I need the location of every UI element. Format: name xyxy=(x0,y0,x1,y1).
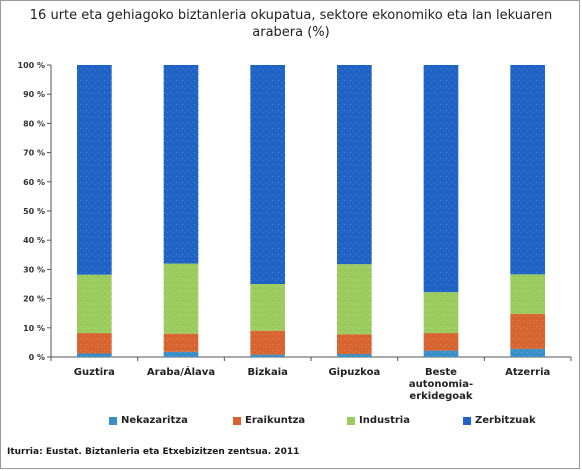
bar-nekazaritza-4 xyxy=(423,350,459,357)
bar-zerbitzuak-1 xyxy=(163,65,199,264)
bar-nekazaritza-3 xyxy=(337,354,372,357)
y-tick-label: 100 % xyxy=(18,61,46,70)
x-tick-label: Bizkaia xyxy=(247,367,287,378)
bar-industria-5 xyxy=(510,274,545,314)
x-tick-label: Atzerria xyxy=(505,367,550,378)
legend-item-zerbitzuak: Zerbitzuak xyxy=(463,415,536,426)
legend-item-eraikuntza: Eraikuntza xyxy=(233,415,305,426)
legend-label: Industria xyxy=(359,415,410,426)
bar-eraikuntza-0 xyxy=(77,333,112,354)
chart-title: 16 urte eta gehiagoko biztanleria okupat… xyxy=(1,7,581,41)
bar-eraikuntza-4 xyxy=(423,333,459,351)
x-tick-label: Araba/Álava xyxy=(147,365,215,378)
bar-industria-3 xyxy=(337,264,372,335)
bar-industria-4 xyxy=(423,292,459,334)
y-tick-label: 20 % xyxy=(23,295,45,304)
bar-zerbitzuak-5 xyxy=(510,65,545,275)
bar-nekazaritza-5 xyxy=(510,348,545,357)
bar-zerbitzuak-2 xyxy=(250,65,285,284)
legend-swatch xyxy=(347,416,355,425)
source-note: Iturria: Eustat. Biztanleria eta Etxebiz… xyxy=(7,447,300,457)
legend-item-industria: Industria xyxy=(347,415,410,426)
y-tick-label: 30 % xyxy=(23,265,45,274)
bar-zerbitzuak-0 xyxy=(77,65,112,275)
legend-label: Eraikuntza xyxy=(245,415,306,426)
x-tick-label: Beste xyxy=(425,367,457,378)
legend-swatch xyxy=(233,416,241,425)
bar-zerbitzuak-3 xyxy=(337,65,372,265)
bar-eraikuntza-3 xyxy=(337,334,372,355)
x-tick-label: erkidegoak xyxy=(409,391,473,402)
legend-label: Nekazaritza xyxy=(121,415,188,426)
bar-nekazaritza-1 xyxy=(163,351,199,357)
y-tick-label: 80 % xyxy=(23,119,45,128)
legend-swatch xyxy=(463,416,471,425)
chart-legend: Nekazaritza Eraikuntza Industria Zerbitzuak xyxy=(1,415,581,431)
y-tick-label: 50 % xyxy=(23,207,45,216)
x-tick-label: Gipuzkoa xyxy=(328,367,380,378)
y-tick-label: 0 % xyxy=(29,353,45,362)
stacked-bar-chart: 0 % 10 % 20 % 30 % 40 % 50 % 60 % 70 % 80 % 90 % 1… xyxy=(18,61,572,402)
bar-industria-2 xyxy=(250,284,285,331)
bar-nekazaritza-0 xyxy=(77,353,112,357)
legend-label: Zerbitzuak xyxy=(475,415,536,426)
x-tick-label: Guztira xyxy=(74,367,115,378)
y-tick-label: 90 % xyxy=(23,90,45,99)
bar-nekazaritza-2 xyxy=(250,354,285,357)
chart-title-line-1: 16 urte eta gehiagoko biztanleria okupat… xyxy=(29,8,553,23)
y-tick-label: 70 % xyxy=(23,149,45,158)
y-tick-label: 40 % xyxy=(23,236,45,245)
legend-swatch xyxy=(109,416,117,425)
bar-industria-0 xyxy=(77,274,112,334)
x-tick-label: autonomia- xyxy=(409,379,473,390)
bar-eraikuntza-5 xyxy=(510,313,545,349)
y-tick-label: 10 % xyxy=(23,324,45,333)
y-tick-label: 60 % xyxy=(23,178,45,187)
legend-item-nekazaritza: Nekazaritza xyxy=(109,415,188,426)
bar-zerbitzuak-4 xyxy=(423,65,459,293)
bar-eraikuntza-2 xyxy=(250,330,285,355)
bar-industria-1 xyxy=(163,263,199,334)
chart-title-line-2: arabera (%) xyxy=(252,25,330,40)
bar-eraikuntza-1 xyxy=(163,333,199,352)
